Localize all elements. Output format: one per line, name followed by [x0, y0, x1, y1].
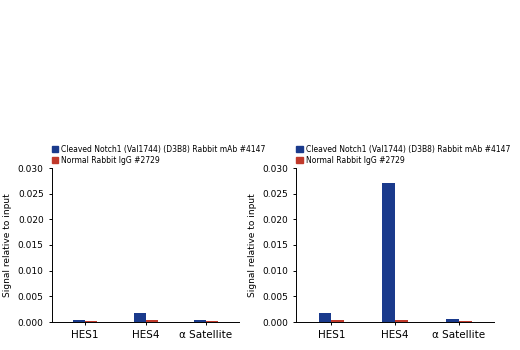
- Legend: Cleaved Notch1 (Val1744) (D3B8) Rabbit mAb #4147, Normal Rabbit IgG #2729: Cleaved Notch1 (Val1744) (D3B8) Rabbit m…: [52, 145, 266, 165]
- Bar: [206, 321, 218, 322]
- Bar: [446, 319, 459, 322]
- Legend: Cleaved Notch1 (Val1744) (D3B8) Rabbit mAb #4147, Normal Rabbit IgG #2729: Cleaved Notch1 (Val1744) (D3B8) Rabbit m…: [296, 145, 510, 165]
- Bar: [134, 313, 146, 322]
- Bar: [73, 320, 85, 322]
- Bar: [331, 321, 344, 322]
- Bar: [395, 320, 408, 322]
- Bar: [146, 320, 158, 322]
- Y-axis label: Signal relative to input: Signal relative to input: [248, 193, 257, 297]
- Bar: [319, 313, 331, 322]
- Bar: [194, 320, 206, 322]
- Y-axis label: Signal relative to input: Signal relative to input: [3, 193, 12, 297]
- Bar: [382, 183, 395, 322]
- Bar: [459, 321, 472, 322]
- Bar: [85, 321, 97, 322]
